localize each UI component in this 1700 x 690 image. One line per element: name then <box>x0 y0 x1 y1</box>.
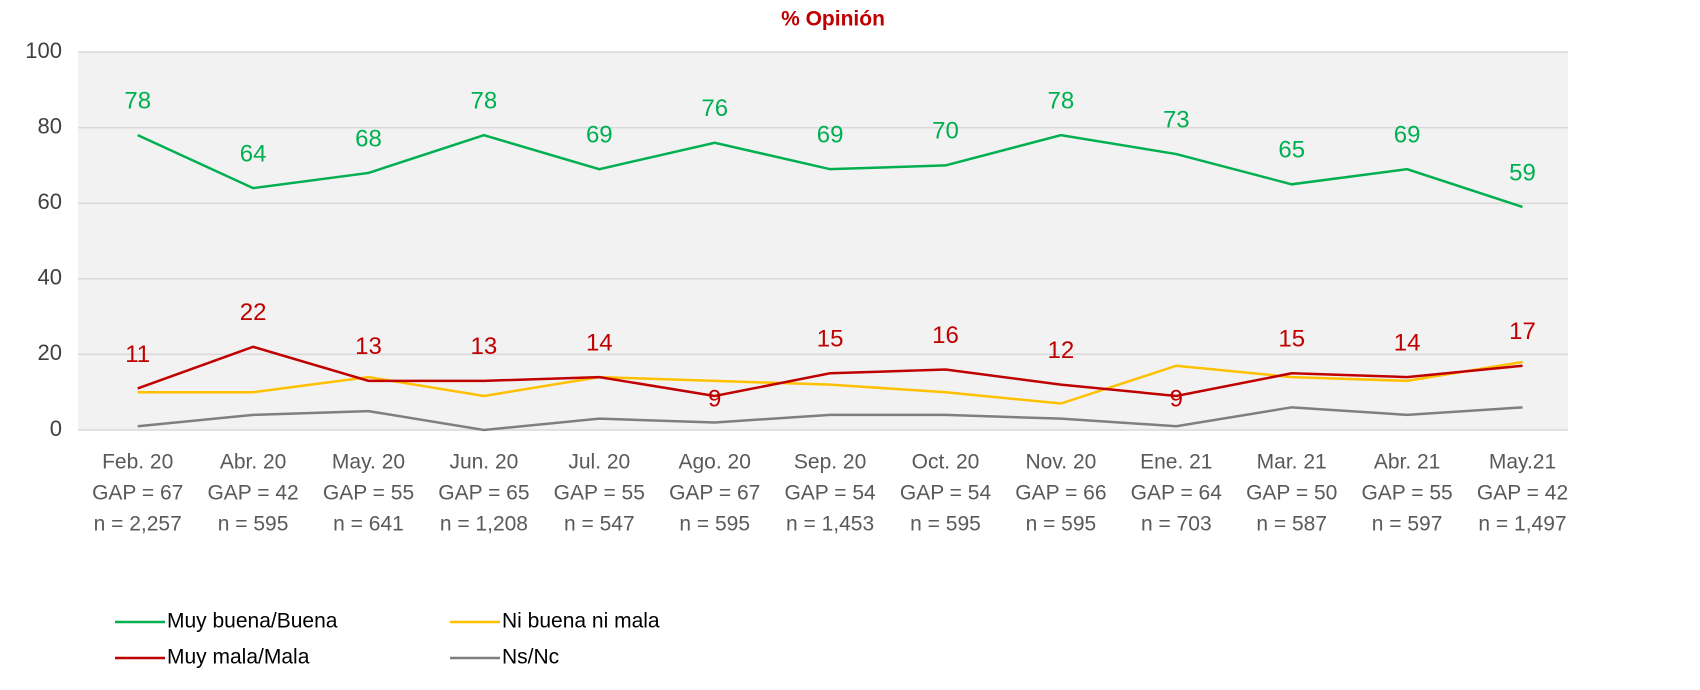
x-tick-gap: GAP = 54 <box>900 482 992 505</box>
x-tick-n: n = 587 <box>1256 513 1327 536</box>
x-tick-gap: GAP = 65 <box>438 482 529 505</box>
x-tick-n: n = 1,208 <box>440 513 528 536</box>
data-label: 11 <box>125 341 150 368</box>
series-line <box>137 133 1523 209</box>
x-tick-gap: GAP = 50 <box>1246 482 1337 505</box>
x-tick-n: n = 703 <box>1141 513 1212 536</box>
data-label: 12 <box>1048 337 1075 364</box>
data-label: 59 <box>1509 159 1536 186</box>
x-tick-n: n = 595 <box>1026 513 1097 536</box>
y-tick-label: 20 <box>38 340 62 365</box>
x-tick-n: n = 597 <box>1372 513 1443 536</box>
y-tick-label: 80 <box>38 113 62 138</box>
x-tick-gap: GAP = 64 <box>1131 482 1223 505</box>
data-label: 13 <box>355 333 382 360</box>
data-label: 9 <box>1170 385 1183 412</box>
x-tick-gap: GAP = 55 <box>1361 482 1452 505</box>
x-tick-gap: GAP = 67 <box>669 482 760 505</box>
x-tick-label: Ene. 21 <box>1140 451 1212 474</box>
series-line <box>137 406 1523 432</box>
data-label: 64 <box>240 140 267 167</box>
legend-label: Muy mala/Mala <box>167 646 310 669</box>
data-label: 17 <box>1509 318 1536 345</box>
data-label: 13 <box>471 333 498 360</box>
x-tick-label: Feb. 20 <box>102 451 173 474</box>
x-tick-label: Jun. 20 <box>449 451 518 474</box>
x-tick-gap: GAP = 55 <box>554 482 645 505</box>
x-tick-label: Abr. 20 <box>220 451 287 474</box>
data-label: 9 <box>708 385 721 412</box>
data-label: 16 <box>932 322 959 349</box>
x-tick-gap: GAP = 66 <box>1015 482 1106 505</box>
series-line <box>137 345 1523 398</box>
x-tick-n: n = 1,497 <box>1478 513 1566 536</box>
data-label: 68 <box>355 125 382 152</box>
y-tick-label: 60 <box>38 189 62 214</box>
data-label: 78 <box>471 88 498 115</box>
data-label: 14 <box>1394 329 1421 356</box>
legend-label: Muy buena/Buena <box>167 610 338 633</box>
x-tick-n: n = 1,453 <box>786 513 874 536</box>
x-tick-label: Sep. 20 <box>794 451 866 474</box>
x-tick-label: Mar. 21 <box>1257 451 1327 474</box>
y-tick-label: 0 <box>50 416 62 441</box>
legend-label: Ns/Nc <box>502 646 559 669</box>
x-tick-label: Nov. 20 <box>1025 451 1096 474</box>
series-line <box>137 360 1523 405</box>
y-tick-label: 100 <box>25 38 62 63</box>
data-label: 15 <box>817 326 844 353</box>
x-tick-gap: GAP = 55 <box>323 482 414 505</box>
x-tick-label: Abr. 21 <box>1374 451 1441 474</box>
data-label: 73 <box>1163 106 1190 133</box>
data-label: 78 <box>1048 88 1075 115</box>
data-label: 78 <box>124 88 151 115</box>
x-tick-label: May.21 <box>1489 451 1556 474</box>
x-tick-gap: GAP = 67 <box>92 482 183 505</box>
data-label: 15 <box>1278 326 1305 353</box>
data-label: 69 <box>1394 122 1421 149</box>
x-tick-label: May. 20 <box>332 451 405 474</box>
data-label: 65 <box>1278 137 1305 164</box>
x-tick-n: n = 547 <box>564 513 635 536</box>
data-label: 76 <box>701 95 728 122</box>
x-tick-n: n = 595 <box>218 513 289 536</box>
legend-label: Ni buena ni mala <box>502 610 660 633</box>
x-tick-n: n = 595 <box>910 513 981 536</box>
y-tick-label: 40 <box>38 265 62 290</box>
x-tick-gap: GAP = 42 <box>1477 482 1568 505</box>
x-tick-n: n = 595 <box>679 513 750 536</box>
data-label: 69 <box>586 122 613 149</box>
x-tick-gap: GAP = 42 <box>207 482 298 505</box>
data-label: 70 <box>932 118 959 145</box>
data-label: 14 <box>586 329 613 356</box>
x-tick-label: Ago. 20 <box>678 451 750 474</box>
chart-title: % Opinión <box>781 8 885 31</box>
plot-area <box>78 52 1568 430</box>
x-tick-n: n = 641 <box>333 513 404 536</box>
x-tick-gap: GAP = 54 <box>784 482 876 505</box>
x-tick-label: Jul. 20 <box>568 451 630 474</box>
x-tick-n: n = 2,257 <box>94 513 182 536</box>
data-label: 22 <box>240 299 267 326</box>
x-tick-label: Oct. 20 <box>912 451 980 474</box>
data-label: 69 <box>817 122 844 149</box>
